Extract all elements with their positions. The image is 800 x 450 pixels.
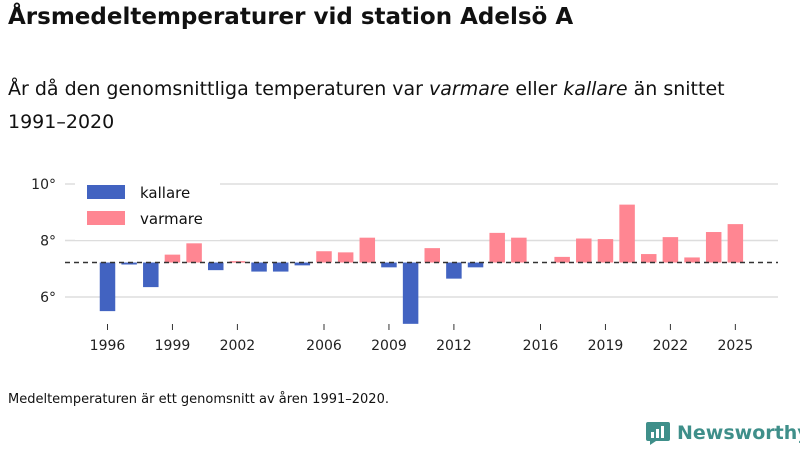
chart-subtitle: År då den genomsnittliga temperaturen va…: [8, 73, 788, 139]
temperature-bar-chart: 6° 8° 10° 1996 1999 2002 2006 2009 2012 2016 2019 2…: [31, 177, 778, 354]
bar-2020: [619, 204, 635, 263]
bar-2004: [272, 262, 289, 272]
x-tick-label-2019: 2019: [588, 338, 624, 354]
newsworthy-logo-text: Newsworthy: [677, 422, 800, 444]
bar-1996: [99, 262, 116, 312]
bar-2007: [337, 252, 354, 263]
footnote: Medeltemperaturen är ett genomsnitt av å…: [8, 392, 389, 407]
bar-2000: [186, 243, 202, 263]
bar-2010: [402, 262, 419, 324]
legend-swatch-varmare: [87, 211, 125, 225]
x-tick-label-1999: 1999: [155, 338, 191, 354]
subtitle-cold-word: kallare: [563, 78, 628, 100]
bar-2012: [446, 262, 462, 279]
bar-2022: [662, 237, 679, 263]
y-tick-label-10: 10°: [31, 177, 56, 193]
x-tick-label-2002: 2002: [220, 338, 256, 354]
subtitle-warm-word: varmare: [429, 78, 510, 100]
chart-title: Årsmedeltemperaturer vid station Adelsö …: [8, 4, 574, 30]
bar-2003: [251, 262, 267, 272]
bar-2006: [316, 251, 332, 263]
legend-swatch-kallare: [87, 185, 125, 199]
bar-2013: [467, 262, 484, 268]
x-tick-label-2012: 2012: [436, 338, 472, 354]
x-tick-label-2025: 2025: [718, 338, 754, 354]
bar-1997: [121, 262, 137, 265]
bar-1998: [143, 262, 159, 288]
bar-2023: [684, 257, 700, 263]
bar-2017: [554, 256, 570, 263]
legend-label-varmare: varmare: [140, 210, 203, 228]
bar-2019: [597, 239, 614, 263]
bar-2009: [381, 262, 397, 268]
x-tick-label-2009: 2009: [371, 338, 407, 354]
newsworthy-logo: Newsworthy: [645, 420, 800, 446]
bar-1999: [164, 254, 181, 263]
bar-2005: [294, 262, 311, 266]
x-tick-label-2022: 2022: [653, 338, 689, 354]
x-tick-label-2016: 2016: [523, 338, 559, 354]
subtitle-text-1: År då den genomsnittliga temperaturen va…: [8, 78, 430, 100]
subtitle-text-3: än snittet 1991–2020: [8, 78, 725, 133]
x-tick-label-1996: 1996: [90, 338, 126, 354]
legend-label-kallare: kallare: [140, 184, 190, 202]
bar-2014: [489, 232, 505, 263]
bar-2001: [208, 262, 224, 271]
bar-2021: [641, 254, 657, 263]
y-tick-label-8: 8°: [40, 234, 56, 250]
subtitle-text-2: eller: [509, 78, 564, 100]
x-tick-label-2006: 2006: [306, 338, 342, 354]
bar-2008: [359, 237, 376, 263]
bar-2024: [705, 232, 722, 263]
bar-2011: [424, 248, 440, 263]
bar-2015: [511, 237, 527, 263]
y-tick-label-6: 6°: [40, 290, 56, 306]
bar-2025: [727, 224, 744, 263]
newsworthy-logo-icon: [646, 422, 670, 445]
bar-2018: [576, 238, 592, 263]
